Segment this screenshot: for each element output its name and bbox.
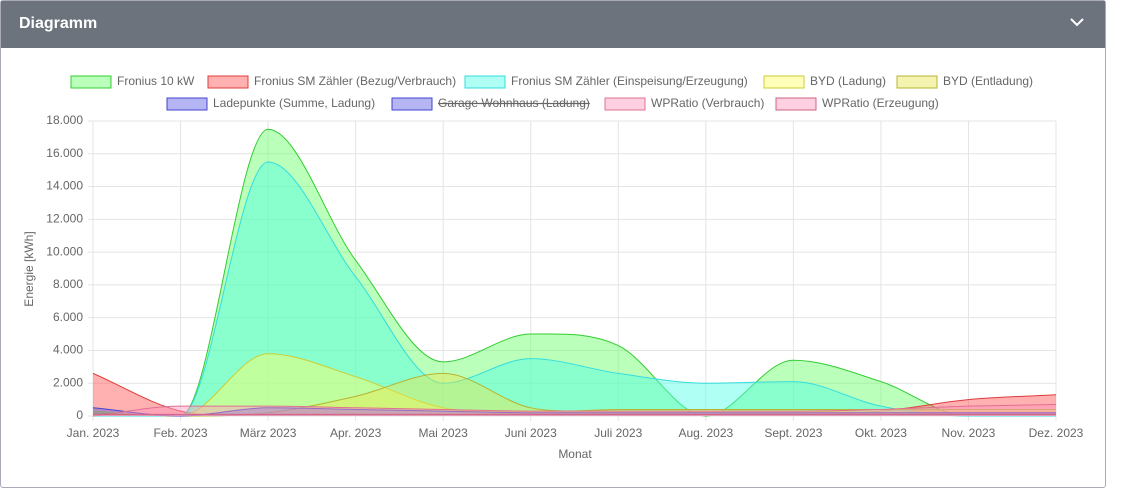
y-tick-label: 16.000	[46, 146, 83, 160]
y-tick-label: 4.000	[53, 343, 83, 357]
legend-swatch	[763, 75, 805, 89]
x-tick-label: Dez. 2023	[1029, 426, 1084, 440]
legend-swatch	[166, 97, 208, 111]
y-tick-label: 0	[76, 408, 83, 422]
area	[93, 373, 1056, 416]
legend-label[interactable]: WPRatio (Erzeugung)	[822, 96, 939, 110]
area-line	[92, 161, 1056, 417]
legend-swatch	[391, 97, 433, 111]
legend-label[interactable]: Ladepunkte (Summe, Ladung)	[213, 96, 375, 110]
area-line	[92, 128, 1056, 417]
legend-label[interactable]: Fronius 10 kW	[117, 74, 195, 88]
x-tick-label: Apr. 2023	[330, 426, 382, 440]
area	[93, 161, 1056, 416]
x-tick-label: Nov. 2023	[942, 426, 996, 440]
area	[93, 129, 1056, 416]
legend-label[interactable]: BYD (Entladung)	[943, 74, 1033, 88]
legend-swatch	[775, 97, 817, 111]
y-tick-label: 18.000	[46, 113, 83, 127]
x-tick-label: Mai 2023	[418, 426, 468, 440]
panel-header[interactable]: Diagramm	[1, 1, 1105, 48]
y-axis-label: Energie [kWh]	[22, 231, 36, 306]
area-line	[92, 404, 1057, 417]
legend-swatch	[207, 75, 249, 89]
x-axis-label: Monat	[558, 447, 592, 461]
x-tick-label: Sept. 2023	[764, 426, 822, 440]
y-tick-label: 10.000	[46, 244, 83, 258]
legend-swatch	[896, 75, 938, 89]
legend-label[interactable]: Fronius SM Zähler (Einspeisung/Erzeugung…	[511, 74, 748, 88]
legend-label[interactable]: Fronius SM Zähler (Bezug/Verbrauch)	[254, 74, 456, 88]
legend-label[interactable]: BYD (Ladung)	[810, 74, 886, 88]
legend-swatch	[70, 75, 112, 89]
x-tick-label: Juni 2023	[505, 426, 557, 440]
y-tick-label: 2.000	[53, 375, 83, 389]
area	[93, 373, 1056, 416]
x-tick-label: Aug. 2023	[678, 426, 733, 440]
x-tick-label: Feb. 2023	[154, 426, 208, 440]
x-tick-label: Juli 2023	[594, 426, 642, 440]
y-tick-label: 6.000	[53, 310, 83, 324]
legend-swatch	[464, 75, 506, 89]
x-tick-label: Okt. 2023	[855, 426, 907, 440]
x-tick-label: März 2023	[240, 426, 297, 440]
panel: Diagramm	[0, 0, 1106, 488]
legend-swatch	[604, 97, 646, 111]
y-tick-label: 14.000	[46, 179, 83, 193]
y-tick-label: 12.000	[46, 212, 83, 226]
legend-label[interactable]: Garage Wohnhaus (Ladung)	[438, 96, 590, 110]
collapse-icon[interactable]	[1070, 18, 1084, 27]
panel-title: Diagramm	[19, 15, 98, 32]
y-tick-label: 8.000	[53, 277, 83, 291]
legend-label[interactable]: WPRatio (Verbrauch)	[651, 96, 764, 110]
area-line	[92, 407, 1056, 417]
x-tick-label: Jan. 2023	[67, 426, 120, 440]
